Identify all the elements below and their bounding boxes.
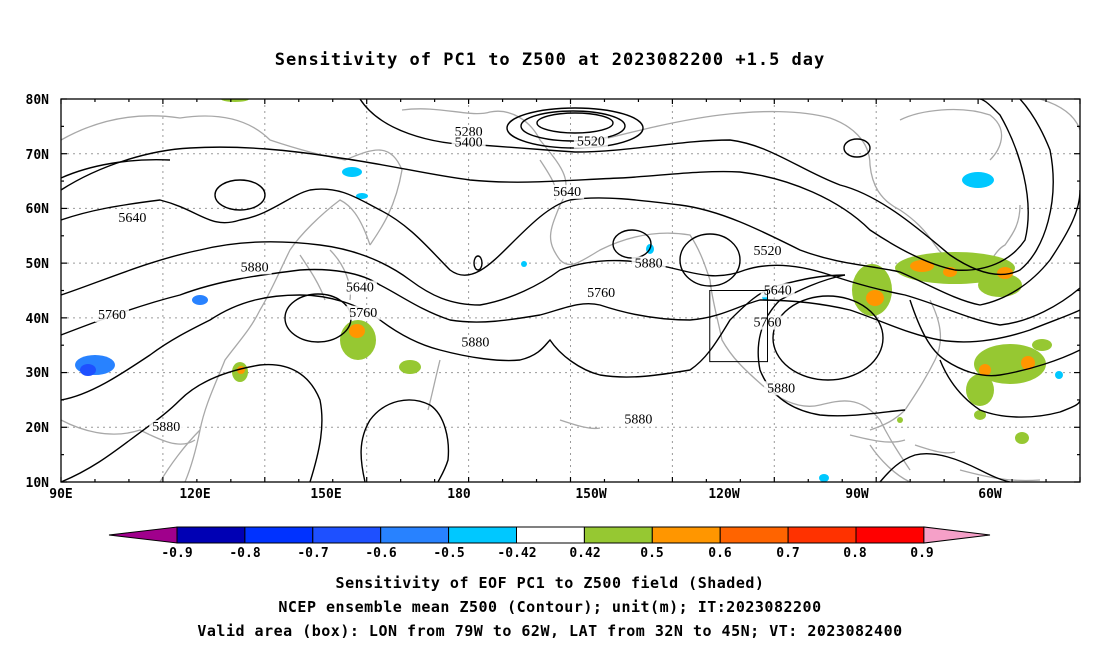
colorbar-label: -0.8 bbox=[229, 546, 260, 561]
colorbar-swatch bbox=[176, 526, 246, 544]
contour-label-bg bbox=[149, 420, 184, 435]
contour-label: 5880 bbox=[767, 381, 795, 396]
colorbar-label: 0.8 bbox=[843, 546, 867, 561]
colorbar-swatch bbox=[448, 526, 518, 544]
colorbar-labels: -0.9 -0.8 -0.7 -0.6 -0.5 -0.42 0.42 0.5 … bbox=[161, 546, 933, 561]
lat-label: 70N bbox=[26, 148, 50, 163]
colorbar-label: -0.42 bbox=[497, 546, 536, 561]
colorbar-label: 0.42 bbox=[569, 546, 600, 561]
lon-label: 150E bbox=[310, 487, 341, 502]
colorbar-swatch bbox=[855, 526, 925, 544]
contour-label: 5880 bbox=[152, 420, 180, 435]
contour-label-bg bbox=[550, 184, 585, 199]
contour-label-bg bbox=[764, 381, 799, 396]
colorbar-swatch bbox=[583, 526, 653, 544]
colorbar-swatch bbox=[651, 526, 721, 544]
colorbar-swatch bbox=[719, 526, 789, 544]
contour-label: 5880 bbox=[624, 412, 652, 427]
lon-label: 120E bbox=[179, 487, 210, 502]
contour-label-bg bbox=[631, 256, 666, 271]
contour-label-bg bbox=[760, 283, 795, 298]
contour-label-bg bbox=[621, 412, 656, 427]
figure-title: Sensitivity of PC1 to Z500 at 2023082200… bbox=[274, 50, 826, 70]
latitude-axis: 80N 70N 60N 50N 40N 30N 20N 10N bbox=[26, 93, 50, 491]
contour-label: 5640 bbox=[553, 185, 581, 200]
axis-ticks bbox=[60, 98, 1081, 483]
contour-label-bg bbox=[342, 280, 377, 295]
colorbar-label: -0.7 bbox=[297, 546, 328, 561]
lon-label: 60W bbox=[978, 487, 1002, 502]
lat-label: 30N bbox=[26, 366, 50, 381]
contour-label: 5760 bbox=[349, 306, 377, 321]
contour-label: 5520 bbox=[754, 244, 782, 259]
caption-shading: Sensitivity of EOF PC1 to Z500 field (Sh… bbox=[335, 574, 765, 592]
lat-label: 20N bbox=[26, 421, 50, 436]
contour-label-bg bbox=[458, 335, 493, 350]
valid-area-box bbox=[709, 290, 769, 363]
lat-label: 10N bbox=[26, 476, 50, 491]
colorbar-label: -0.6 bbox=[365, 546, 396, 561]
contour-label-bg bbox=[451, 135, 486, 150]
z500-contours bbox=[61, 99, 1080, 482]
lat-label: 60N bbox=[26, 202, 50, 217]
contour-label-bg bbox=[115, 211, 150, 226]
colorbar-swatch bbox=[244, 526, 314, 544]
colorbar-label: -0.5 bbox=[433, 546, 464, 561]
contour-label: 5880 bbox=[635, 257, 663, 272]
contour-label: 5640 bbox=[764, 283, 792, 298]
lat-label: 80N bbox=[26, 93, 50, 108]
contour-label: 5640 bbox=[346, 281, 374, 296]
colorbar-label: -0.9 bbox=[161, 546, 192, 561]
contour-label-bg bbox=[750, 243, 785, 258]
lon-label: 90W bbox=[845, 487, 869, 502]
colorbar-swatch bbox=[312, 526, 382, 544]
contour-label-bg bbox=[573, 134, 608, 149]
longitude-axis: 90E 120E 150E 180 150W 120W 90W 60W bbox=[49, 487, 1002, 502]
lat-label: 40N bbox=[26, 312, 50, 327]
colorbar-label: 0.9 bbox=[910, 546, 933, 561]
colorbar-label: 0.7 bbox=[776, 546, 799, 561]
contour-label: 5520 bbox=[577, 135, 605, 150]
colorbar bbox=[108, 526, 991, 544]
contour-label: 5640 bbox=[118, 211, 146, 226]
lon-label: 120W bbox=[708, 487, 739, 502]
colorbar-label: 0.5 bbox=[640, 546, 663, 561]
contour-label: 5400 bbox=[455, 136, 483, 151]
colorbar-swatch bbox=[380, 526, 450, 544]
colorbar-high-extend bbox=[923, 526, 991, 544]
caption-contour: NCEP ensemble mean Z500 (Contour); unit(… bbox=[278, 598, 822, 616]
colorbar-swatch bbox=[516, 526, 585, 544]
contour-label-bg bbox=[346, 305, 381, 320]
lat-label: 50N bbox=[26, 257, 50, 272]
colorbar-label: 0.6 bbox=[708, 546, 732, 561]
contour-label: 5880 bbox=[241, 260, 269, 275]
lon-label: 150W bbox=[575, 487, 606, 502]
contour-label-bg bbox=[94, 307, 129, 322]
lon-label: 90E bbox=[49, 487, 72, 502]
lon-label: 180 bbox=[447, 487, 471, 502]
contour-label: 5880 bbox=[461, 335, 489, 350]
contour-label-bg bbox=[237, 260, 272, 275]
caption-valid-area: Valid area (box): LON from 79W to 62W, L… bbox=[197, 622, 903, 640]
contour-label-bg bbox=[584, 286, 619, 301]
colorbar-swatch bbox=[787, 526, 857, 544]
colorbar-low-extend bbox=[108, 526, 178, 544]
contour-label: 5760 bbox=[98, 308, 126, 323]
contour-label: 5760 bbox=[587, 286, 615, 301]
